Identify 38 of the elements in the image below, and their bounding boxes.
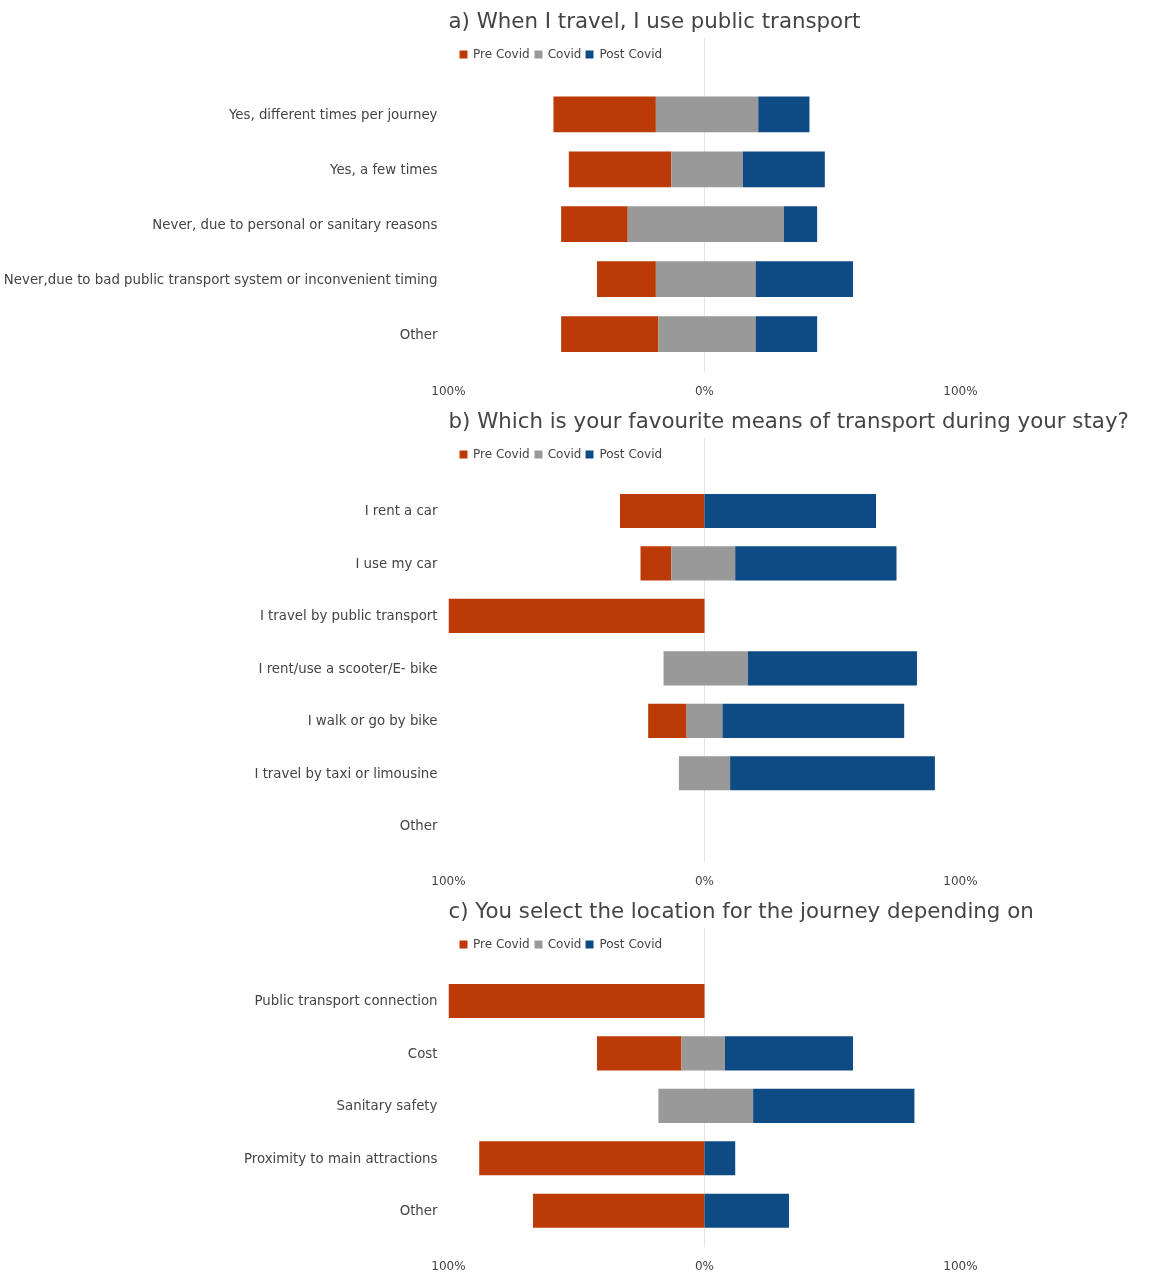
y-tick-label: Cost	[407, 1045, 438, 1061]
y-tick-label: Never,due to bad public transport system or inconvenient timing	[3, 271, 438, 287]
legend-label: Post Covid	[599, 47, 663, 61]
x-tick-label: 100%	[431, 1258, 466, 1273]
y-tick-label: Public transport connection	[254, 993, 438, 1009]
y-tick-label: I travel by public transport	[259, 608, 438, 624]
x-tick-label: 0%	[694, 383, 715, 398]
y-tick-label: Proximity to main attractions	[243, 1150, 438, 1166]
legend-label: Post Covid	[599, 937, 663, 951]
y-tick-label: Sanitary safety	[336, 1098, 438, 1114]
y-tick-label: Never, due to personal or sanitary reasons	[152, 216, 438, 232]
y-tick-label: Yes, different times per journey	[227, 106, 438, 122]
y-tick-label: Other	[399, 818, 439, 834]
legend-label: Pre Covid	[473, 47, 530, 61]
y-tick-label: I use my car	[355, 555, 439, 571]
y-tick-label: I walk or go by bike	[307, 713, 438, 729]
y-tick-label: I rent/use a scooter/E- bike	[258, 660, 438, 676]
x-tick-label: 100%	[943, 383, 978, 398]
y-tick-label: Other	[399, 326, 439, 342]
chart-title: c) You select the location for the journey depending on	[448, 897, 1034, 923]
y-tick-label: I travel by taxi or limousine	[254, 765, 438, 781]
x-tick-label: 100%	[943, 873, 978, 888]
x-tick-label: 100%	[943, 1258, 978, 1273]
legend-label: Covid	[547, 447, 582, 461]
y-tick-label: Yes, a few times	[329, 161, 438, 177]
legend-label: Pre Covid	[473, 937, 530, 951]
x-tick-label: 0%	[694, 1258, 715, 1273]
x-tick-label: 0%	[694, 873, 715, 888]
legend-label: Covid	[547, 937, 582, 951]
legend-label: Post Covid	[599, 447, 663, 461]
x-tick-label: 100%	[431, 383, 466, 398]
x-tick-label: 100%	[431, 873, 466, 888]
y-tick-label: Other	[399, 1203, 439, 1219]
chart-title: a) When I travel, I use public transport	[448, 7, 861, 33]
chart-title: b) Which is your favourite means of transport during your stay?	[448, 407, 1129, 433]
legend-label: Pre Covid	[473, 447, 530, 461]
y-tick-label: I rent a car	[364, 503, 439, 519]
legend-label: Covid	[547, 47, 582, 61]
